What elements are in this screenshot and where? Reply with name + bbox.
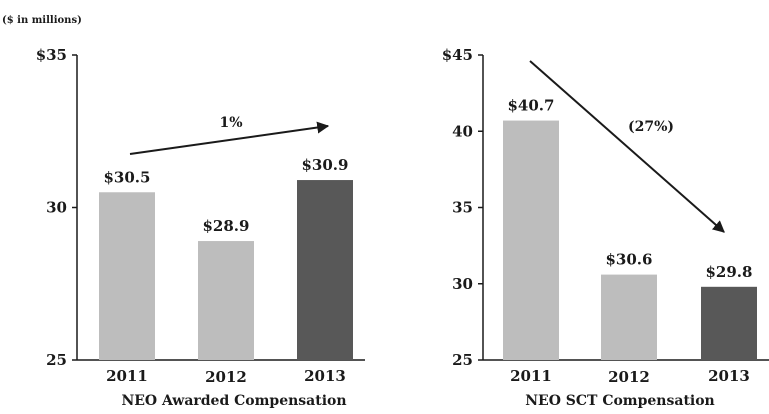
- y-tick-label: 25: [46, 351, 67, 369]
- y-tick-label: 30: [46, 199, 67, 217]
- trend-arrow: [129, 121, 330, 155]
- trend-arrow: [529, 60, 725, 233]
- data-label: $40.7: [508, 97, 555, 115]
- x-axis-title: NEO Awarded Compensation: [121, 393, 346, 409]
- unit-note: ($ in millions): [2, 15, 82, 26]
- y-tick-label: $45: [442, 46, 473, 64]
- x-axis-title: NEO SCT Compensation: [525, 393, 715, 409]
- y-tick-label: 30: [452, 275, 473, 293]
- bar: [198, 241, 254, 360]
- bar: [297, 180, 353, 360]
- bar: [701, 286, 757, 360]
- data-label: $30.6: [606, 251, 653, 269]
- category-label: 2013: [304, 367, 346, 385]
- category-label: 2011: [106, 367, 148, 385]
- y-tick-label: 25: [452, 351, 473, 369]
- category-label: 2011: [510, 367, 552, 385]
- data-label: $28.9: [203, 217, 250, 235]
- bar: [503, 120, 559, 360]
- trend-annotation: (27%): [628, 119, 674, 135]
- y-tick-label: 40: [452, 122, 473, 140]
- data-label: $30.5: [104, 168, 151, 186]
- chart-awarded-compensation: 25 30 $35 $30.5 2011 $28.9 2012 $30.9 2013 NEO Aw…: [36, 46, 365, 409]
- trend-annotation: 1%: [219, 115, 242, 131]
- chart-sct-compensation: 25 30 35 40 $45 $40.7 2011 $30.6 2012 $29.8 2013 NE…: [442, 46, 769, 409]
- y-tick-label: 35: [452, 199, 473, 217]
- data-label: $29.8: [706, 263, 753, 281]
- category-label: 2012: [205, 368, 247, 386]
- data-label: $30.9: [302, 156, 349, 174]
- bar: [99, 192, 155, 360]
- bar: [601, 274, 657, 360]
- y-tick-label: $35: [36, 46, 67, 64]
- category-label: 2013: [708, 367, 750, 385]
- category-label: 2012: [608, 368, 650, 386]
